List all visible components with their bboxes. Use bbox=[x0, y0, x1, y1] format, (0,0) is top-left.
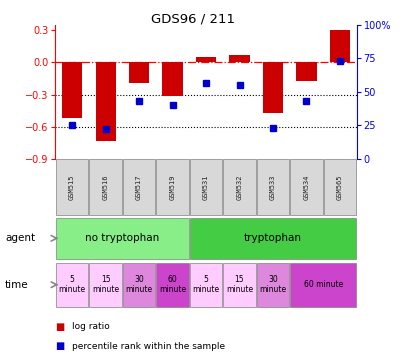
Bar bbox=[89, 160, 122, 215]
Text: 60
minute: 60 minute bbox=[159, 275, 186, 295]
Bar bbox=[56, 218, 189, 259]
Bar bbox=[56, 262, 88, 307]
Text: no tryptophan: no tryptophan bbox=[85, 233, 159, 243]
Text: 5
minute: 5 minute bbox=[192, 275, 219, 295]
Text: GSM516: GSM516 bbox=[102, 175, 108, 200]
Bar bbox=[229, 55, 249, 62]
Text: GSM519: GSM519 bbox=[169, 175, 175, 200]
Bar bbox=[289, 262, 355, 307]
Bar bbox=[189, 218, 355, 259]
Bar bbox=[89, 262, 122, 307]
Bar bbox=[256, 262, 289, 307]
Text: GSM531: GSM531 bbox=[202, 175, 209, 200]
Bar bbox=[62, 62, 82, 118]
Text: ■: ■ bbox=[55, 341, 65, 351]
Bar bbox=[329, 30, 349, 62]
Text: ■: ■ bbox=[55, 322, 65, 332]
Bar bbox=[256, 160, 289, 215]
Bar bbox=[122, 160, 155, 215]
Bar bbox=[296, 62, 316, 81]
Bar bbox=[289, 160, 322, 215]
Text: 30
minute: 30 minute bbox=[125, 275, 152, 295]
Text: agent: agent bbox=[5, 233, 35, 243]
Bar bbox=[262, 62, 282, 113]
Bar bbox=[222, 262, 255, 307]
Bar bbox=[56, 160, 88, 215]
Text: 30
minute: 30 minute bbox=[259, 275, 286, 295]
Text: time: time bbox=[5, 280, 29, 290]
Text: 60 minute: 60 minute bbox=[303, 280, 342, 289]
Text: GSM532: GSM532 bbox=[236, 175, 242, 200]
Text: GSM515: GSM515 bbox=[69, 175, 75, 200]
Bar bbox=[156, 160, 189, 215]
Text: GSM533: GSM533 bbox=[270, 175, 275, 200]
Text: log ratio: log ratio bbox=[72, 322, 109, 331]
Bar bbox=[196, 57, 216, 62]
Bar bbox=[323, 160, 355, 215]
Text: percentile rank within the sample: percentile rank within the sample bbox=[72, 342, 224, 351]
Text: GSM517: GSM517 bbox=[136, 175, 142, 200]
Bar bbox=[189, 160, 222, 215]
Bar bbox=[189, 262, 222, 307]
Text: 15
minute: 15 minute bbox=[92, 275, 119, 295]
Bar bbox=[129, 62, 149, 83]
Text: GSM565: GSM565 bbox=[336, 175, 342, 200]
Bar bbox=[156, 262, 189, 307]
Text: 15
minute: 15 minute bbox=[225, 275, 252, 295]
Bar bbox=[122, 262, 155, 307]
Text: GDS96 / 211: GDS96 / 211 bbox=[151, 12, 234, 25]
Text: 5
minute: 5 minute bbox=[58, 275, 85, 295]
Bar bbox=[222, 160, 255, 215]
Bar bbox=[162, 62, 182, 96]
Bar bbox=[95, 62, 115, 141]
Text: GSM534: GSM534 bbox=[303, 175, 309, 200]
Text: tryptophan: tryptophan bbox=[243, 233, 301, 243]
